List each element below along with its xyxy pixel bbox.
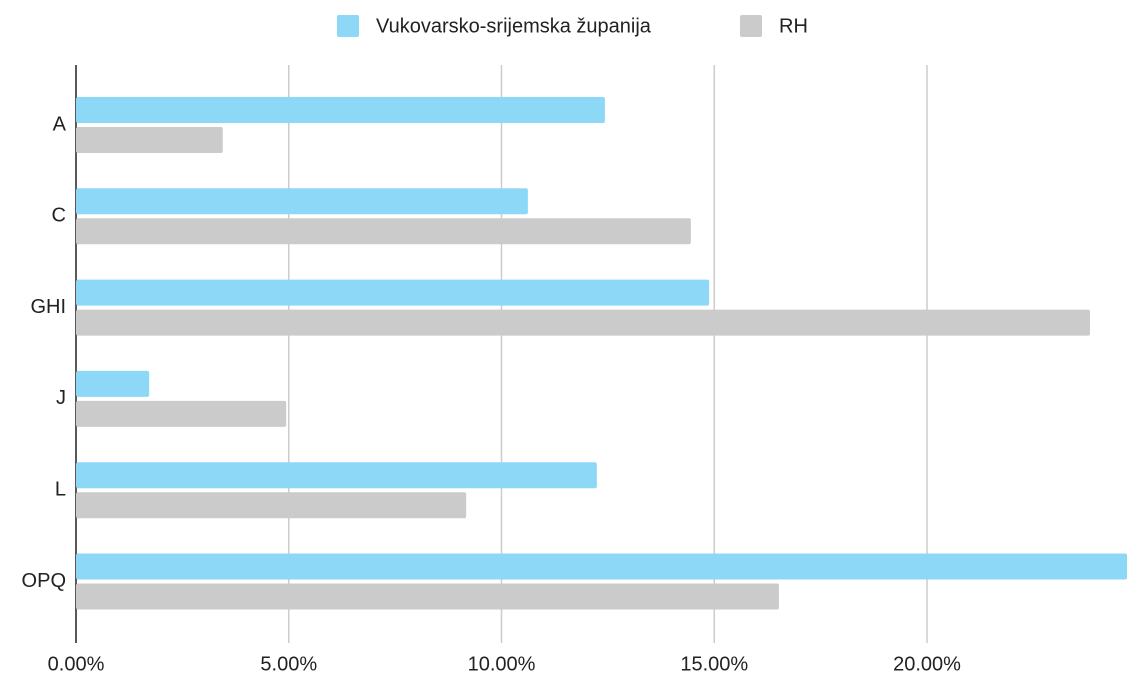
x-tick-label: 15.00% [680, 653, 748, 675]
legend-label: Vukovarsko-srijemska županija [376, 15, 652, 37]
bar [76, 127, 223, 153]
bar [76, 583, 779, 610]
legend-swatch [337, 15, 359, 37]
y-tick-label: C [52, 205, 66, 227]
bar [76, 400, 287, 427]
bar [76, 279, 710, 306]
y-tick-label: L [55, 478, 66, 500]
bar [76, 218, 691, 245]
y-tick-label: GHI [30, 296, 66, 318]
bar [76, 553, 1127, 580]
x-tick-label: 10.00% [468, 653, 536, 675]
bar [76, 492, 467, 519]
bar [76, 188, 528, 215]
x-tick-label: 5.00% [260, 653, 317, 675]
y-tick-label: J [56, 387, 66, 409]
bar [76, 370, 150, 397]
legend-label: RH [779, 15, 808, 37]
x-tick-label: 20.00% [893, 653, 961, 675]
bar [76, 97, 605, 123]
x-tick-label: 0.00% [48, 653, 105, 675]
y-tick-label: A [53, 113, 67, 135]
bar [76, 309, 1090, 336]
legend-swatch [740, 15, 762, 37]
y-tick-label: OPQ [22, 570, 66, 592]
bar [76, 462, 597, 489]
